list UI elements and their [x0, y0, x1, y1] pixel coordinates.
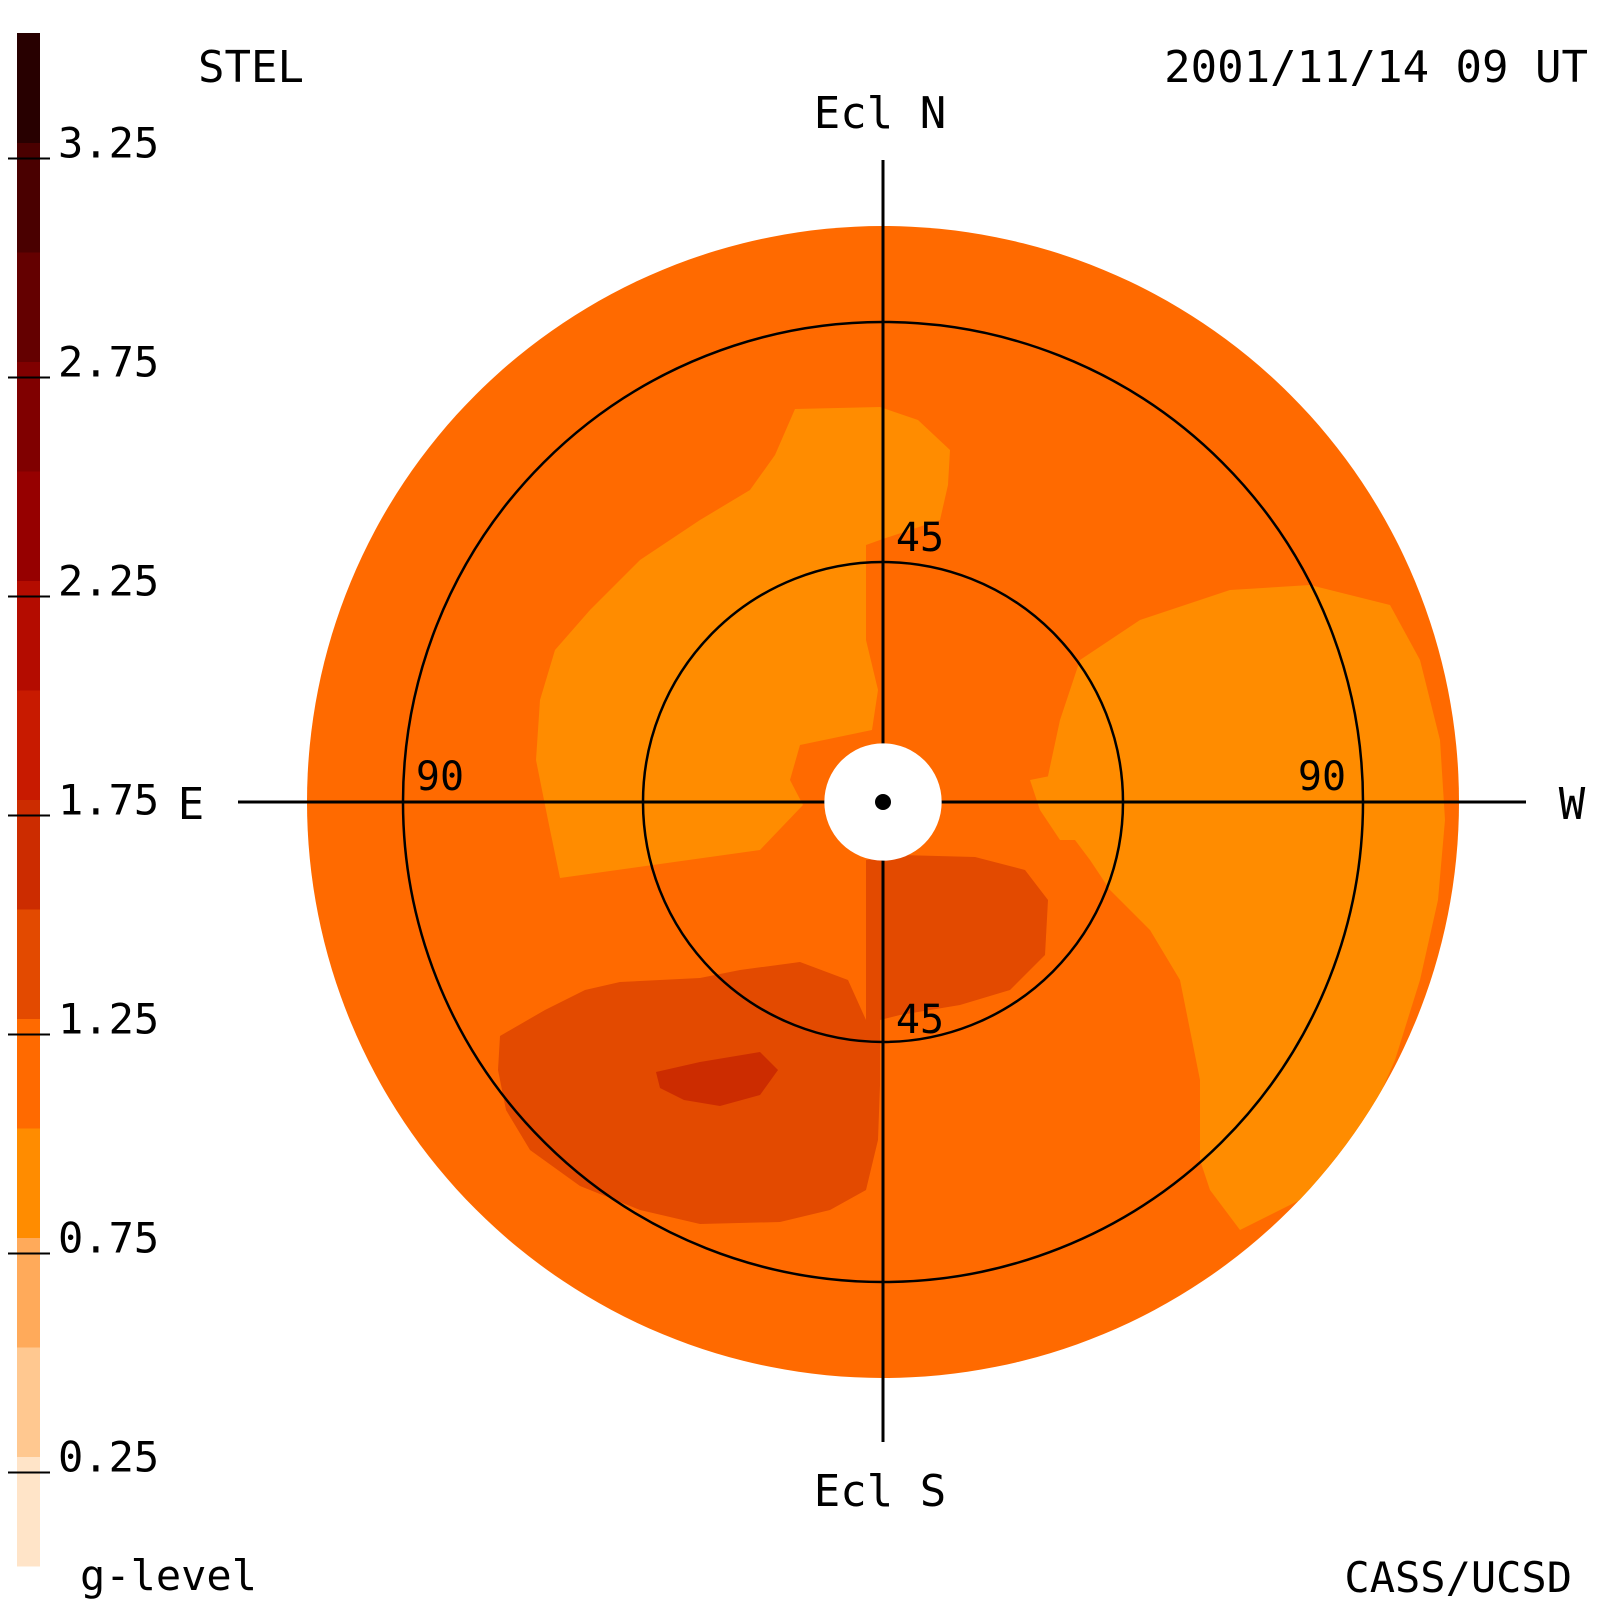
south-label: Ecl S — [814, 1466, 946, 1517]
colorbar — [17, 33, 40, 1567]
colorbar-band — [17, 142, 40, 253]
instrument-label: STEL — [198, 42, 304, 93]
colorbar-band — [17, 1237, 40, 1348]
colorbar-tick-label: 3.25 — [58, 119, 159, 168]
colorbar-band — [17, 1456, 40, 1567]
region-west-region-low — [1045, 585, 1445, 1230]
colorbar-band — [17, 1018, 40, 1129]
east-label: E — [178, 779, 205, 830]
colorbar-ticks: 3.25 2.75 2.25 1.75 1.25 0.75 0.25 — [8, 119, 159, 1482]
colorbar-band — [17, 909, 40, 1019]
colorbar-band — [17, 799, 40, 910]
colorbar-tick-label: 0.25 — [58, 1433, 159, 1482]
region-southeast-peak — [656, 1052, 778, 1106]
ring-label-45-south: 45 — [896, 997, 944, 1043]
region-south-center-high — [866, 855, 1048, 1190]
colorbar-tick-label: 2.75 — [58, 338, 159, 387]
ring-label-45-north: 45 — [896, 515, 944, 561]
north-label: Ecl N — [814, 88, 946, 139]
colorbar-tick-label: 0.75 — [58, 1214, 159, 1263]
west-label: W — [1559, 779, 1586, 830]
colorbar-tick-label: 2.25 — [58, 557, 159, 606]
colorbar-tick-label: 1.75 — [58, 776, 159, 825]
ring-label-90-west: 90 — [1298, 754, 1346, 800]
colorbar-band — [17, 580, 40, 691]
ring-label-90-east: 90 — [416, 754, 464, 800]
colorbar-band — [17, 33, 40, 143]
colorbar-band — [17, 471, 40, 581]
colorbar-label: g-level — [80, 1551, 257, 1600]
colorbar-band — [17, 1128, 40, 1238]
region-north-arm-low — [536, 407, 950, 878]
colorbar-tick-label: 1.25 — [58, 995, 159, 1044]
colorbar-band — [17, 252, 40, 362]
colorbar-band — [17, 361, 40, 472]
credit-label: CASS/UCSD — [1344, 1553, 1572, 1600]
region-southwest-lobe-low — [1030, 770, 1100, 840]
colorbar-band — [17, 1347, 40, 1457]
timestamp-label: 2001/11/14 09 UT — [1164, 42, 1588, 93]
sun-center-marker — [875, 794, 891, 810]
colorbar-band — [17, 690, 40, 800]
